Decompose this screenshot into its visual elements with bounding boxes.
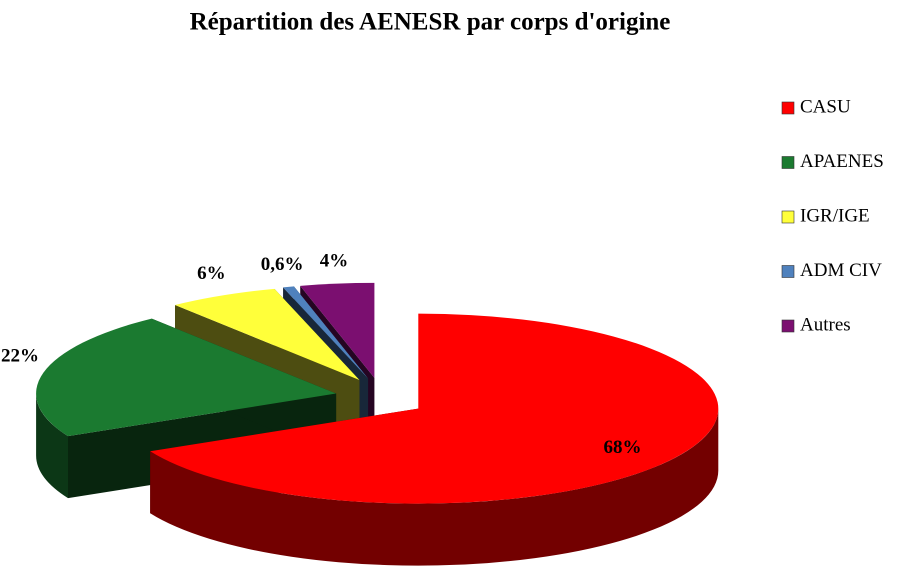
legend-label: IGR/IGE xyxy=(800,205,870,226)
slice-wall xyxy=(150,408,719,566)
legend-label: ADM CIV xyxy=(800,260,882,281)
data-label: 68% xyxy=(604,437,642,458)
chart-title: Répartition des AENESR par corps d'origi… xyxy=(190,9,671,36)
slice xyxy=(300,282,375,378)
legend-swatch xyxy=(781,156,795,169)
slice xyxy=(150,313,719,504)
legend-label: APAENES xyxy=(800,151,884,172)
slice-wall xyxy=(36,393,68,499)
data-label: 4% xyxy=(320,250,349,271)
data-label: 22% xyxy=(1,345,39,366)
legend-label: CASU xyxy=(800,96,851,117)
data-label: 0,6% xyxy=(261,254,304,275)
slice xyxy=(283,286,369,379)
legend-swatch xyxy=(781,265,795,278)
legend-swatch xyxy=(781,210,795,224)
data-label: 6% xyxy=(197,263,226,284)
legend-swatch xyxy=(781,101,795,115)
legend-swatch xyxy=(781,319,795,333)
slice xyxy=(36,318,337,437)
legend-label: Autres xyxy=(800,314,851,335)
slice xyxy=(175,288,360,380)
